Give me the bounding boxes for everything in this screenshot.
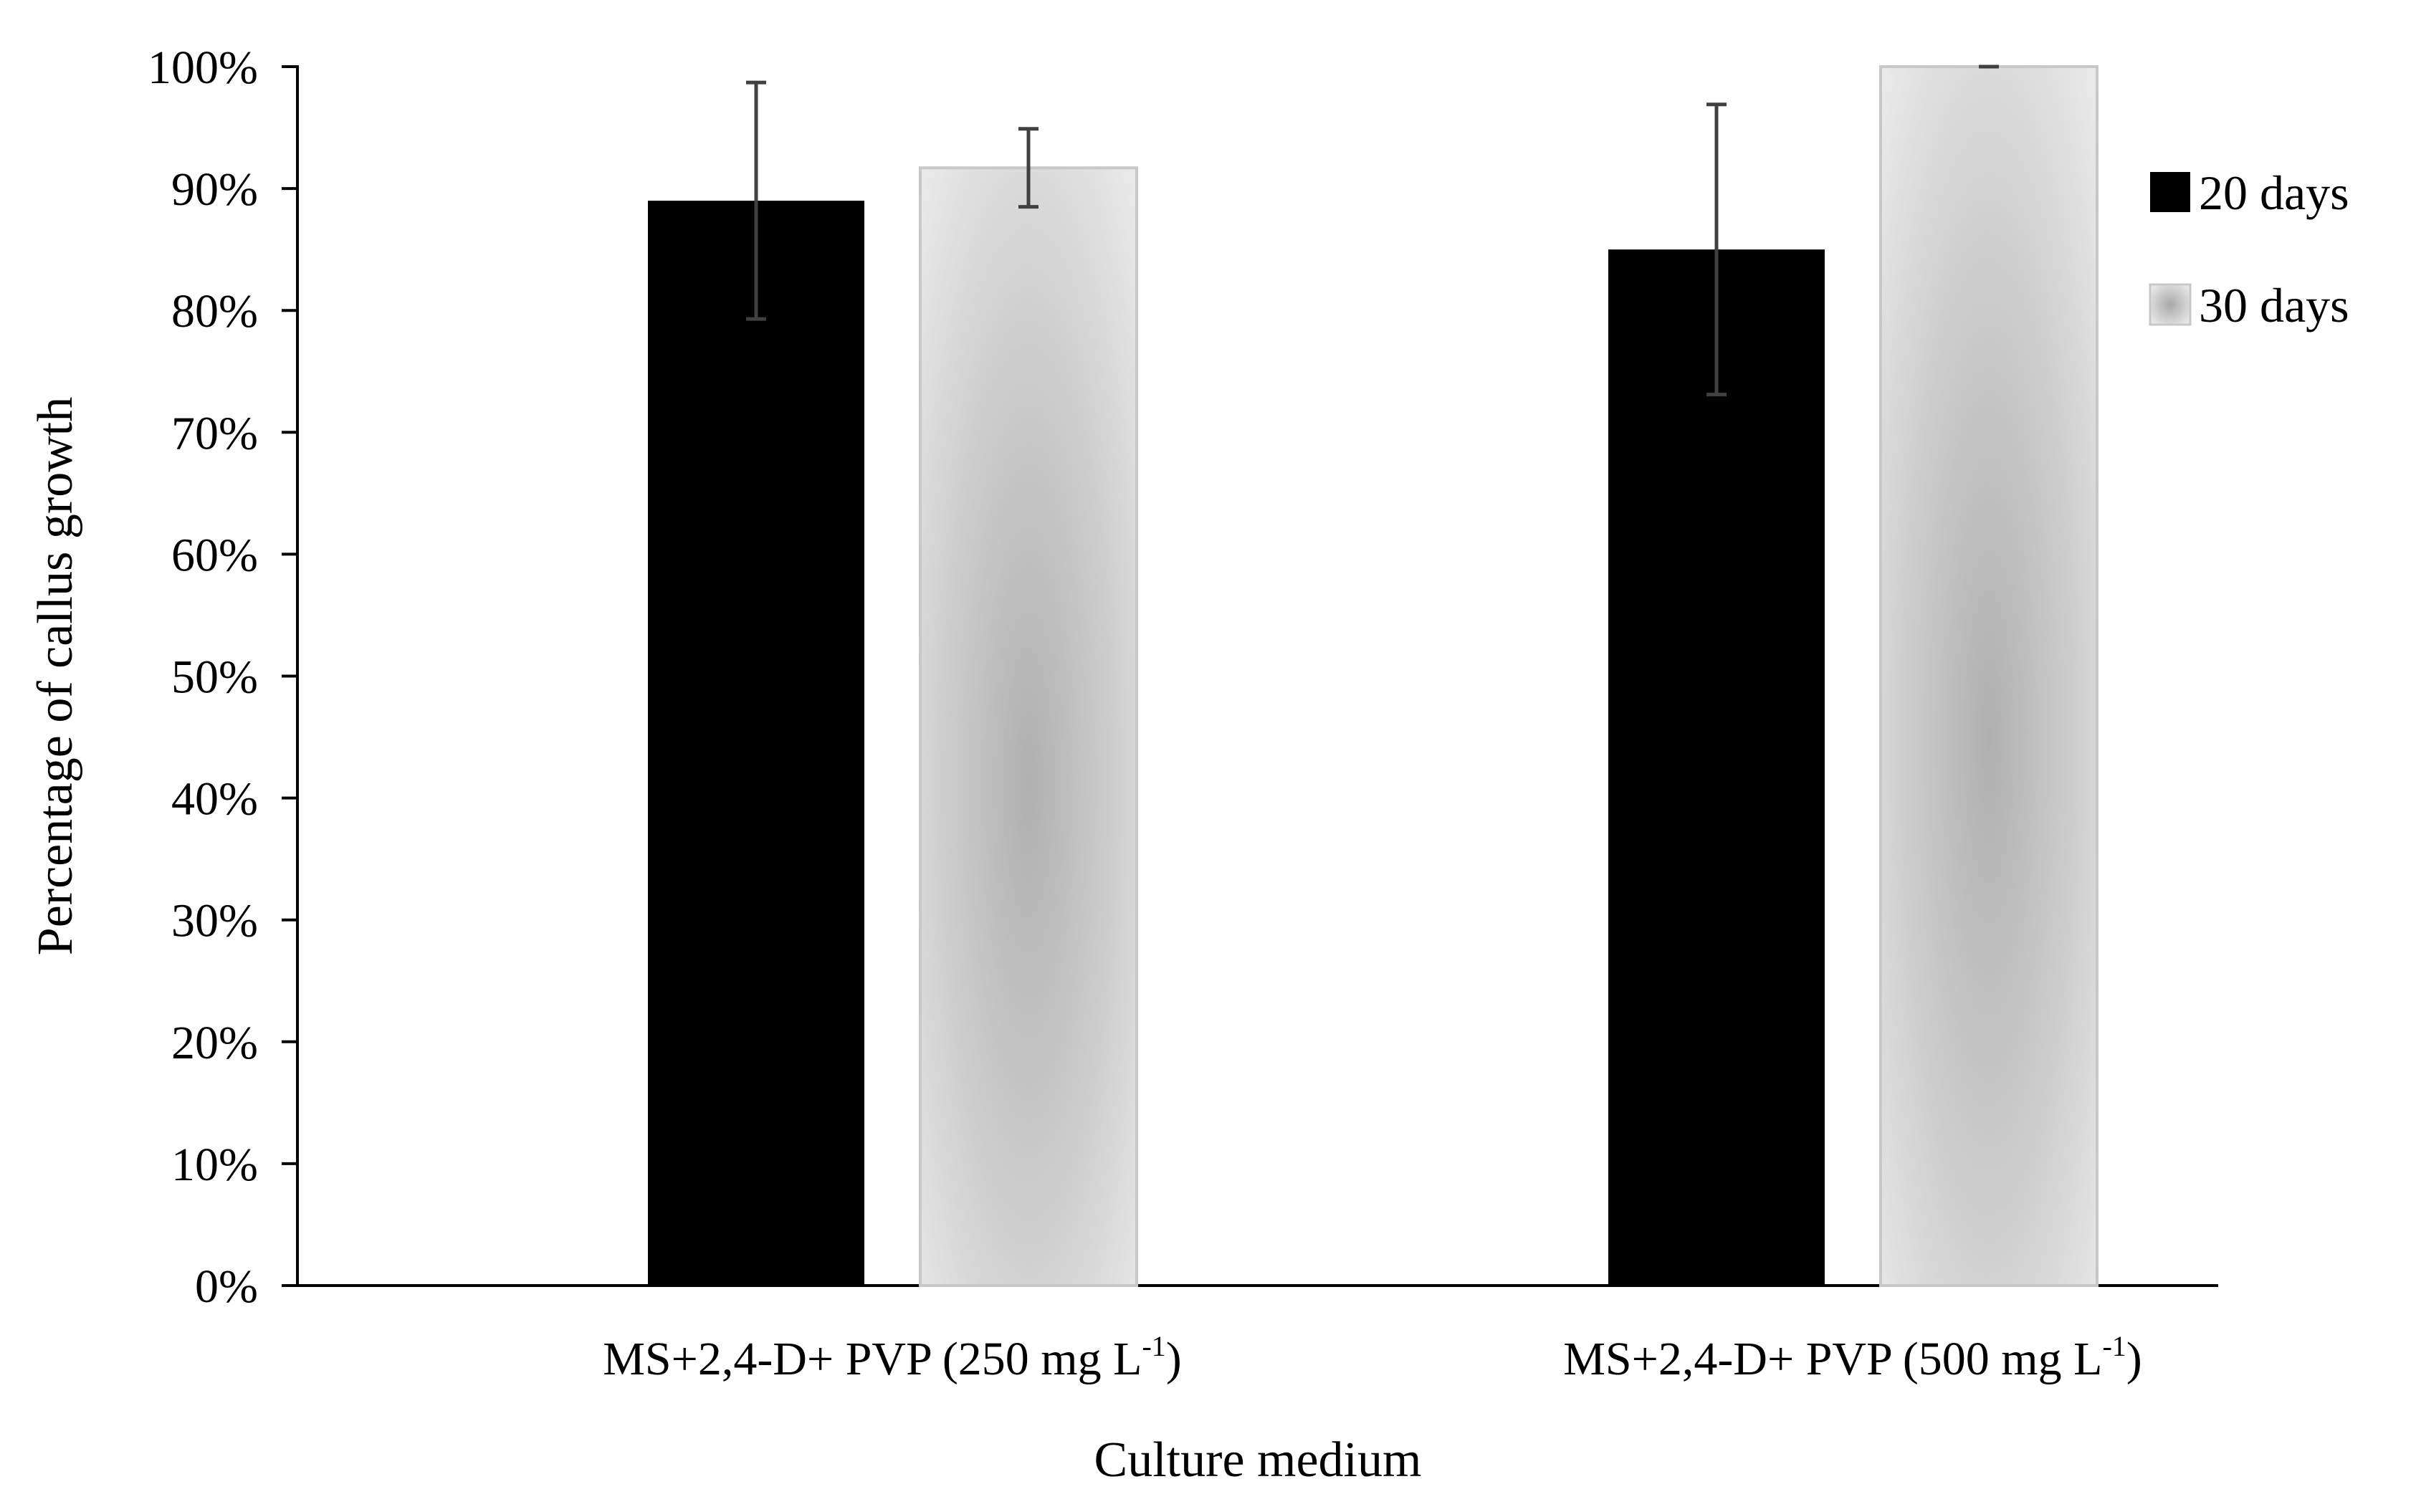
y-tick-label: 100%	[148, 42, 258, 94]
y-tick-label: 80%	[171, 285, 258, 338]
legend-swatch-20-days	[2150, 172, 2190, 212]
y-tick-label: 70%	[171, 407, 258, 459]
y-tick-label: 20%	[171, 1017, 258, 1069]
x-axis-title: Culture medium	[1094, 1432, 1422, 1488]
legend: 20 days 30 days	[2149, 166, 2349, 332]
y-tick-label: 60%	[171, 529, 258, 581]
y-tick-label: 40%	[171, 773, 258, 826]
error-bars	[746, 64, 1999, 397]
y-axis-ticks: 0% 10% 20% 30% 40% 50% 60% 70% 80% 90% 100%	[148, 42, 297, 1313]
legend-swatch-30-days	[2149, 283, 2192, 326]
y-tick-label: 90%	[171, 163, 258, 216]
x-axis-category-labels: MS+2,4-D+ PVP (250 mg L-1) MS+2,4-D+ PVP …	[603, 1330, 2142, 1385]
x-category-label-sup: -1	[1142, 1330, 1165, 1362]
legend-label: 30 days	[2199, 278, 2349, 332]
y-tick-label: 0%	[195, 1260, 258, 1313]
y-tick-label: 50%	[171, 651, 258, 704]
bar-30-days-1	[919, 166, 1138, 1288]
bar-20-days-1	[648, 201, 864, 1286]
legend-label: 20 days	[2199, 166, 2349, 220]
x-category-label-base: MS+2,4-D+ PVP (500 mg L	[1563, 1333, 2102, 1385]
bar-30-days-2	[1879, 65, 2099, 1287]
bar-20-days-2	[1608, 249, 1825, 1286]
x-category-label: MS+2,4-D+ PVP (500 mg L-1)	[1563, 1330, 2142, 1385]
y-axis-title: Percentage of callus growth	[28, 397, 83, 955]
x-category-label-sup: -1	[2102, 1330, 2126, 1362]
x-category-label: MS+2,4-D+ PVP (250 mg L-1)	[603, 1330, 1182, 1385]
x-category-label-base: MS+2,4-D+ PVP (250 mg L	[603, 1333, 1142, 1385]
bars	[648, 65, 2099, 1288]
x-category-label-end: )	[1166, 1333, 1182, 1385]
x-category-label-end: )	[2126, 1333, 2142, 1385]
y-tick-label: 30%	[171, 895, 258, 947]
y-tick-label: 10%	[171, 1139, 258, 1191]
